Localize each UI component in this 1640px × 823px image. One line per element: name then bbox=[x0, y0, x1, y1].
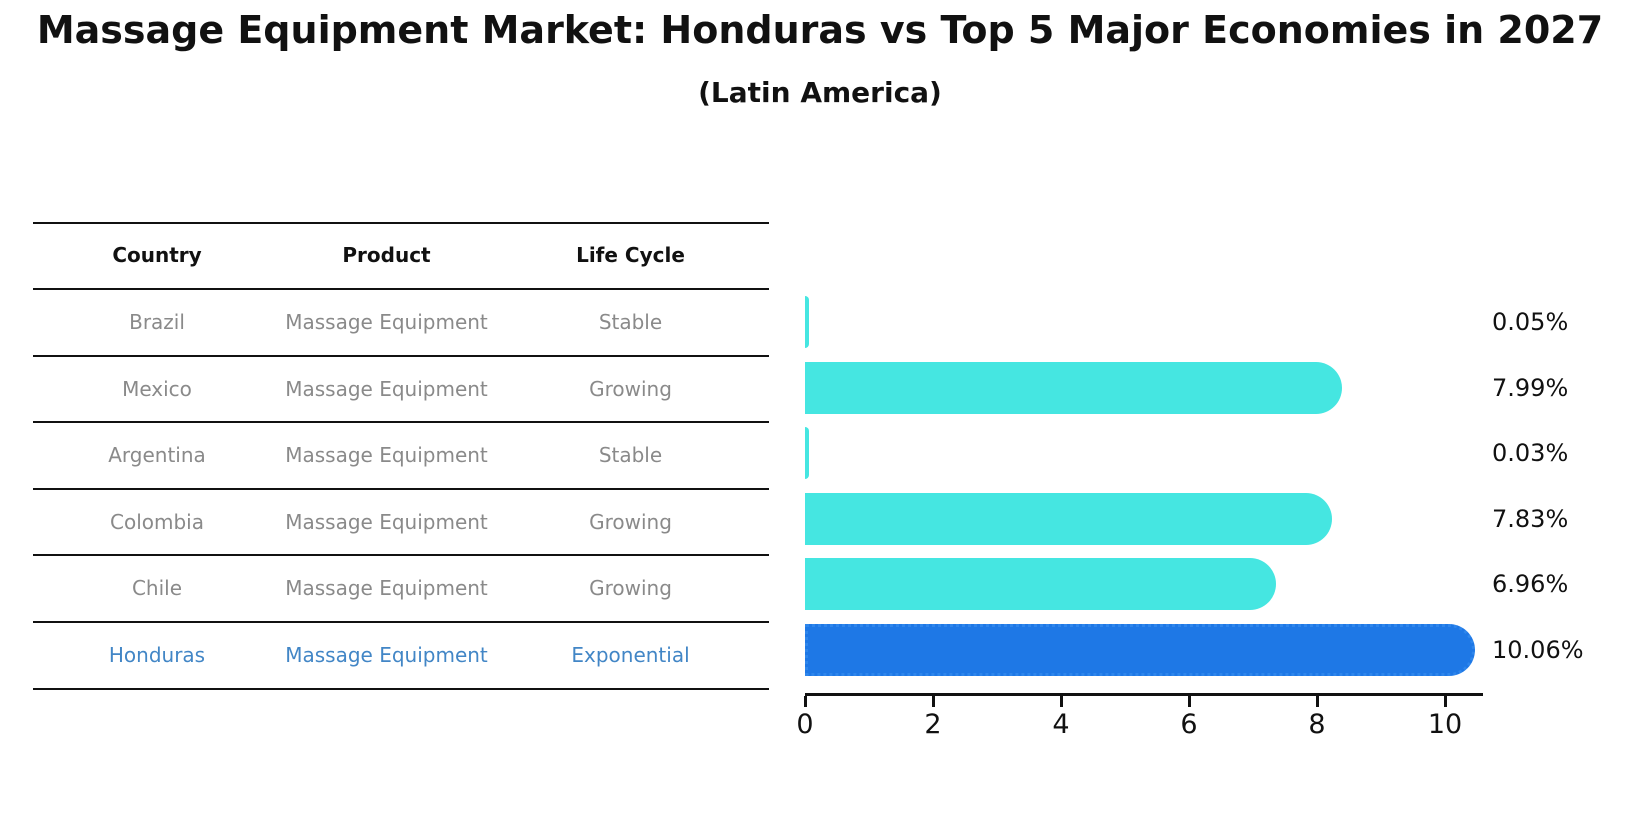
cell-life-cycle: Stable bbox=[598, 310, 663, 334]
x-axis-tick-label: 10 bbox=[1427, 709, 1463, 740]
bar-value-label: 0.05% bbox=[1492, 308, 1569, 336]
table-rule bbox=[33, 554, 769, 556]
cell-product: Product bbox=[342, 243, 431, 267]
table-rule bbox=[33, 621, 769, 623]
table-row: Brazil Massage Equipment Stable bbox=[33, 290, 769, 354]
bar-value-label: 7.99% bbox=[1492, 374, 1569, 402]
table-rule bbox=[33, 222, 769, 224]
x-axis-tick-label: 0 bbox=[796, 709, 814, 740]
x-axis-tick bbox=[1060, 696, 1063, 707]
x-axis-tick bbox=[932, 696, 935, 707]
bar-value-label: 7.83% bbox=[1492, 505, 1569, 533]
bar bbox=[805, 296, 809, 348]
cell-product: Massage Equipment bbox=[285, 310, 488, 334]
bar bbox=[805, 493, 1333, 545]
cell-country: Mexico bbox=[122, 376, 192, 401]
cell-country: Brazil bbox=[129, 310, 185, 334]
table-row: Mexico Massage Equipment Growing bbox=[33, 357, 769, 420]
table-row: Argentina Massage Equipment Stable bbox=[33, 423, 769, 487]
table-row: Colombia Massage Equipment Growing bbox=[33, 490, 769, 553]
cell-life-cycle: Growing bbox=[589, 376, 672, 401]
x-axis-tick-label: 6 bbox=[1180, 709, 1198, 740]
bar-value-label: 6.96% bbox=[1492, 570, 1569, 598]
cell-country: Chile bbox=[131, 576, 183, 600]
page-subtitle: (Latin America) bbox=[698, 76, 942, 109]
x-axis-tick-label: 8 bbox=[1308, 709, 1326, 740]
cell-product: Massage Equipment bbox=[285, 576, 488, 600]
cell-life-cycle: Exponential bbox=[571, 643, 690, 667]
table-rule bbox=[33, 288, 769, 290]
x-axis-tick bbox=[1188, 696, 1191, 707]
x-axis-tick-label: 4 bbox=[1052, 709, 1070, 740]
cell-product: Massage Equipment bbox=[285, 509, 488, 534]
cell-life-cycle: Growing bbox=[589, 509, 672, 534]
bar bbox=[805, 558, 1277, 610]
page-title: Massage Equipment Market: Honduras vs To… bbox=[36, 8, 1604, 52]
table-rule bbox=[33, 688, 769, 690]
x-axis-tick bbox=[804, 696, 807, 707]
table-rule bbox=[33, 355, 769, 357]
x-axis-tick bbox=[1316, 696, 1319, 707]
cell-life-cycle: Life Cycle bbox=[576, 243, 685, 267]
cell-product: Massage Equipment bbox=[285, 376, 488, 401]
cell-product: Massage Equipment bbox=[285, 643, 488, 667]
table-row: Honduras Massage Equipment Exponential bbox=[33, 623, 769, 687]
bar-highlight bbox=[805, 624, 1475, 676]
cell-country: Argentina bbox=[108, 443, 206, 467]
table-header-row: Country Product Life Cycle bbox=[33, 224, 769, 286]
bar bbox=[805, 427, 809, 479]
x-axis-tick-label: 2 bbox=[924, 709, 942, 740]
cell-life-cycle: Growing bbox=[589, 576, 672, 600]
bar-value-label: 10.06% bbox=[1492, 636, 1584, 664]
cell-country: Honduras bbox=[108, 643, 206, 667]
cell-country: Colombia bbox=[110, 509, 204, 534]
x-axis-line bbox=[805, 693, 1483, 696]
table-rule bbox=[33, 421, 769, 423]
x-axis-tick bbox=[1444, 696, 1447, 707]
cell-life-cycle: Stable bbox=[598, 443, 663, 467]
cell-product: Massage Equipment bbox=[285, 443, 488, 467]
table-row: Chile Massage Equipment Growing bbox=[33, 556, 769, 620]
table-rule bbox=[33, 488, 769, 490]
bar-value-label: 0.03% bbox=[1492, 439, 1569, 467]
bar bbox=[805, 362, 1343, 414]
cell-country: Country bbox=[112, 243, 202, 267]
